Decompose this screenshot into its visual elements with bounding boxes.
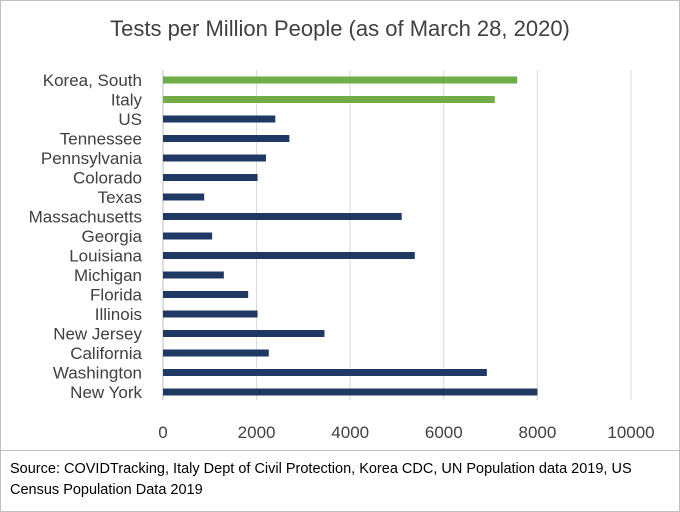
category-labels: Korea, SouthItalyUSTennesseePennsylvania… <box>29 71 143 402</box>
bar <box>163 213 402 220</box>
category-label: Louisiana <box>69 247 142 266</box>
bar <box>163 388 538 396</box>
bar <box>163 193 205 201</box>
bars <box>163 76 538 396</box>
bar <box>163 310 258 318</box>
bar <box>163 252 415 259</box>
category-label: US <box>118 110 142 129</box>
x-tick-label: 4000 <box>331 423 369 442</box>
x-tick-label: 10000 <box>607 423 654 442</box>
category-label: Korea, South <box>43 71 142 90</box>
category-label: Georgia <box>82 227 143 246</box>
bar <box>163 271 224 279</box>
bar <box>163 330 325 337</box>
bar <box>163 115 276 123</box>
x-tick-label: 2000 <box>238 423 276 442</box>
source-note: Source: COVIDTracking, Italy Dept of Civ… <box>10 461 632 498</box>
category-label: New York <box>70 383 142 402</box>
bar <box>163 96 495 103</box>
bar <box>163 232 213 240</box>
category-label: Washington <box>53 364 142 383</box>
bar <box>163 349 269 357</box>
category-label: Illinois <box>95 305 142 324</box>
category-label: Pennsylvania <box>41 149 143 168</box>
source-footer: Source: COVIDTracking, Italy Dept of Civ… <box>0 450 680 512</box>
bar <box>163 135 290 142</box>
bar <box>163 291 249 298</box>
category-label: New Jersey <box>53 325 142 344</box>
x-tick-label: 6000 <box>425 423 463 442</box>
category-label: Texas <box>98 188 142 207</box>
category-label: Massachusetts <box>29 208 142 227</box>
grid-lines <box>162 70 632 400</box>
category-label: Tennessee <box>60 130 142 149</box>
category-label: California <box>70 344 142 363</box>
x-tick-label: 0 <box>158 423 167 442</box>
bar <box>163 154 266 162</box>
bar <box>163 76 518 84</box>
bar-chart: Korea, SouthItalyUSTennesseePennsylvania… <box>29 70 655 442</box>
x-axis-ticks: 0 2000 4000 6000 8000 10000 <box>158 423 654 442</box>
bar <box>163 369 487 376</box>
category-label: Florida <box>90 286 143 305</box>
x-tick-label: 8000 <box>518 423 556 442</box>
chart-title: Tests per Million People (as of March 28… <box>110 16 570 41</box>
category-label: Colorado <box>73 169 142 188</box>
category-label: Italy <box>111 91 143 110</box>
bar <box>163 174 258 181</box>
category-label: Michigan <box>74 266 142 285</box>
